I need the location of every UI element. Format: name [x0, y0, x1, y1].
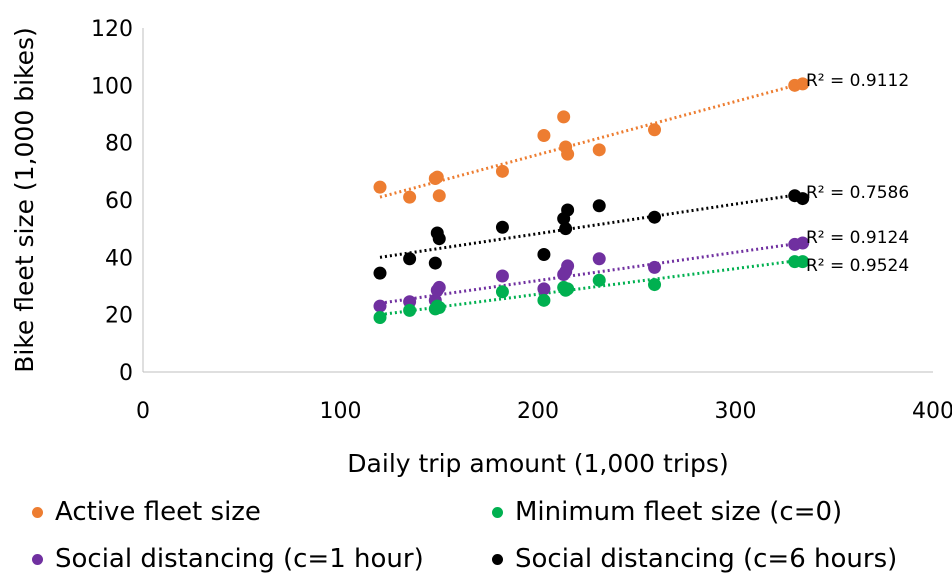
data-point: [373, 266, 387, 280]
r-squared-label: R² = 0.9524: [806, 256, 909, 276]
data-point: [537, 293, 551, 307]
data-point: [403, 252, 417, 266]
r-squared-label: R² = 0.9124: [806, 228, 909, 248]
data-point: [430, 170, 444, 184]
data-point: [373, 311, 387, 325]
y-tick-label: 120: [91, 17, 133, 42]
data-point: [373, 299, 387, 313]
data-point: [373, 180, 387, 194]
data-point: [592, 273, 606, 287]
data-point: [428, 256, 442, 270]
data-point: [648, 123, 662, 137]
data-point: [403, 190, 417, 204]
data-point: [432, 232, 446, 246]
data-point: [537, 129, 551, 142]
tick-labels: 0 20 40 60 80 100 120 0 100 200 300 400: [91, 17, 952, 424]
data-point: [592, 252, 606, 266]
data-point: [592, 199, 606, 213]
data-point: [648, 210, 662, 224]
data-point: [495, 220, 509, 234]
r-squared-label: R² = 0.7586: [806, 183, 909, 203]
x-tick-label: 200: [517, 399, 559, 424]
r-squared-labels: R² = 0.9112 R² = 0.9524 R² = 0.9124 R² = 0.…: [806, 71, 909, 276]
data-point: [796, 255, 810, 269]
x-axis-title: Daily trip amount (1,000 trips): [347, 449, 728, 478]
trendlines: [379, 82, 802, 317]
data-point: [561, 259, 575, 273]
data-point: [796, 192, 810, 206]
plot-area: [142, 28, 933, 373]
y-tick-label: 40: [105, 246, 133, 271]
y-tick-label: 60: [105, 189, 133, 214]
r-squared-label: R² = 0.9112: [806, 71, 909, 91]
y-tick-label: 20: [105, 304, 133, 329]
data-point: [403, 303, 417, 317]
data-point: [537, 282, 551, 296]
x-tick-label: 300: [715, 399, 757, 424]
data-point: [432, 301, 446, 314]
data-points: [373, 77, 810, 325]
data-point: [561, 282, 575, 296]
data-point: [648, 278, 662, 292]
data-point: [432, 280, 446, 294]
data-point: [796, 236, 810, 250]
x-tick-label: 100: [320, 399, 362, 424]
data-point: [561, 147, 575, 161]
y-tick-label: 100: [91, 74, 133, 99]
data-point: [432, 189, 446, 203]
trendline: [379, 241, 801, 305]
trendline: [379, 192, 801, 259]
y-tick-label: 80: [105, 132, 133, 157]
y-tick-label: 0: [119, 361, 133, 386]
data-point: [495, 269, 509, 283]
data-point: [557, 110, 571, 124]
y-axis-title: Bike fleet size (1,000 bikes): [10, 27, 39, 373]
trendline: [379, 82, 802, 199]
data-point: [495, 164, 509, 178]
data-point: [559, 222, 573, 236]
data-point: [495, 285, 509, 299]
x-tick-label: 0: [136, 399, 150, 424]
data-point: [537, 247, 551, 261]
data-point: [796, 77, 810, 91]
data-point: [648, 260, 662, 274]
data-point: [561, 203, 575, 217]
trendline: [379, 258, 801, 317]
x-tick-label: 400: [912, 399, 952, 424]
data-point: [592, 143, 606, 157]
